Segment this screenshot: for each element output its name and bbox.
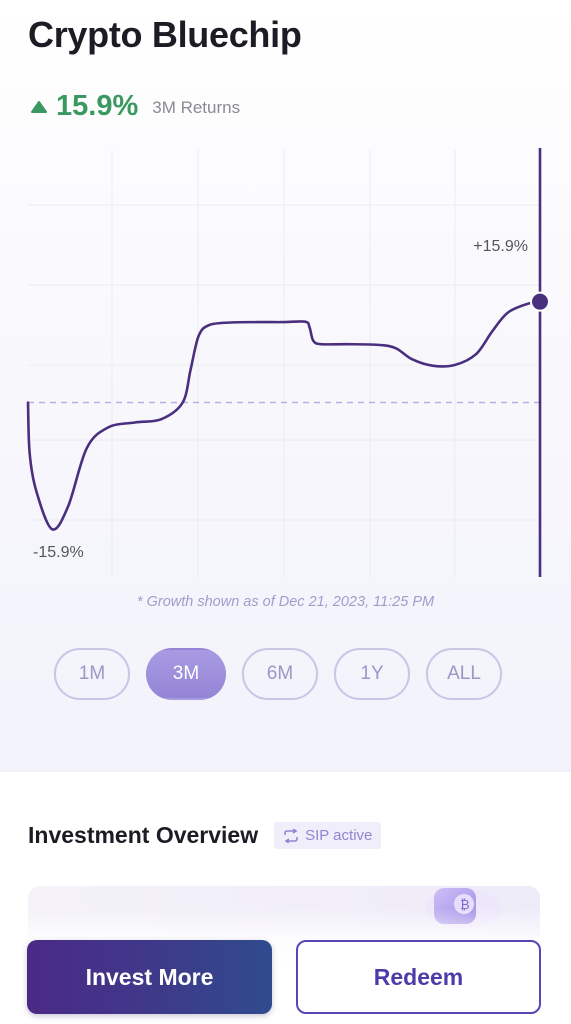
redeem-button[interactable]: Redeem xyxy=(296,940,541,1014)
chart-max-label: +15.9% xyxy=(473,238,528,255)
returns-summary: 15.9% 3M Returns xyxy=(30,86,240,126)
chart-series-line xyxy=(26,300,542,531)
time-range-tabs: 1M 3M 6M 1Y ALL xyxy=(54,648,502,700)
repeat-icon xyxy=(284,828,298,843)
returns-value: 15.9% xyxy=(56,89,139,122)
tab-6m[interactable]: 6M xyxy=(242,648,318,700)
chart-grid xyxy=(28,150,540,577)
tab-1m[interactable]: 1M xyxy=(54,648,130,700)
invest-more-button[interactable]: Invest More xyxy=(27,940,272,1014)
returns-chart[interactable]: +15.9% -15.9% xyxy=(0,140,571,580)
chart-min-label: -15.9% xyxy=(33,544,84,561)
svg-text:₿: ₿ xyxy=(460,898,470,913)
chart-end-point xyxy=(530,291,550,312)
tab-1y[interactable]: 1Y xyxy=(334,648,410,700)
sip-status-badge: SIP active xyxy=(274,822,382,849)
triangle-up-icon xyxy=(31,101,47,113)
fund-header-area xyxy=(0,0,571,772)
overview-header: Investment Overview SIP active xyxy=(28,822,382,849)
sip-badge-label: SIP active xyxy=(305,827,373,844)
page-title: Crypto Bluechip xyxy=(28,14,302,55)
growth-note: * Growth shown as of Dec 21, 2023, 11:25… xyxy=(136,594,435,610)
returns-label: 3M Returns xyxy=(152,98,241,117)
tab-3m[interactable]: 3M xyxy=(146,648,226,700)
tab-all[interactable]: ALL xyxy=(426,648,502,700)
section-title: Investment Overview xyxy=(28,822,259,848)
